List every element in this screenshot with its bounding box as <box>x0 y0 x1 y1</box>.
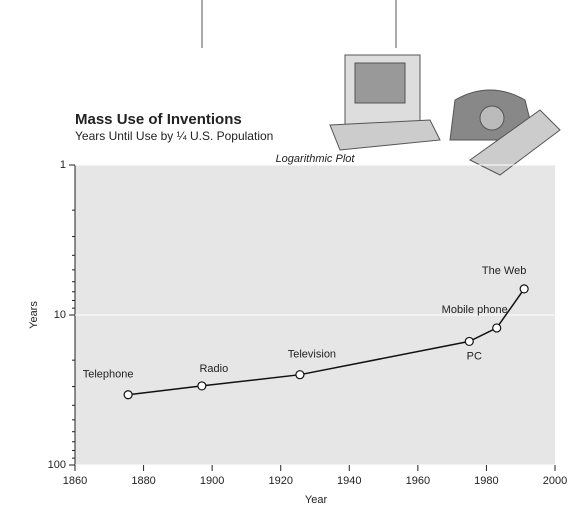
x-tick-label: 2000 <box>543 475 567 487</box>
point <box>519 284 529 294</box>
y-tick-label: 1 <box>60 159 66 171</box>
y-axis-label: Years <box>28 301 40 329</box>
x-tick-label: 1880 <box>131 475 155 487</box>
x-tick-label: 1960 <box>406 475 430 487</box>
x-axis-label: Year <box>305 494 328 506</box>
point <box>492 323 502 333</box>
x-tick-label: 1980 <box>474 475 498 487</box>
point-label: PC <box>467 350 482 362</box>
decorative-illustration <box>201 0 561 176</box>
point <box>295 370 305 380</box>
x-tick-label: 1940 <box>337 475 361 487</box>
point-label: Telephone <box>83 369 134 381</box>
y-tick-label: 100 <box>48 459 66 471</box>
point <box>197 381 207 391</box>
chart-title: Mass Use of Inventions <box>75 111 242 128</box>
x-tick-label: 1860 <box>63 475 87 487</box>
line <box>128 288 525 396</box>
y-tick-label: 10 <box>54 309 66 321</box>
x-tick-label: 1900 <box>200 475 224 487</box>
chart-subtitle: Years Until Use by ¼ U.S. Population <box>75 129 273 143</box>
x-tick-label: 1920 <box>268 475 292 487</box>
annotation: Logarithmic Plot <box>276 153 356 165</box>
point-label: Radio <box>199 363 228 375</box>
point <box>123 390 133 400</box>
point-label: Mobile phone <box>442 304 508 316</box>
point-label: Television <box>288 349 336 361</box>
point <box>464 336 474 347</box>
point-label: The Web <box>482 265 526 277</box>
